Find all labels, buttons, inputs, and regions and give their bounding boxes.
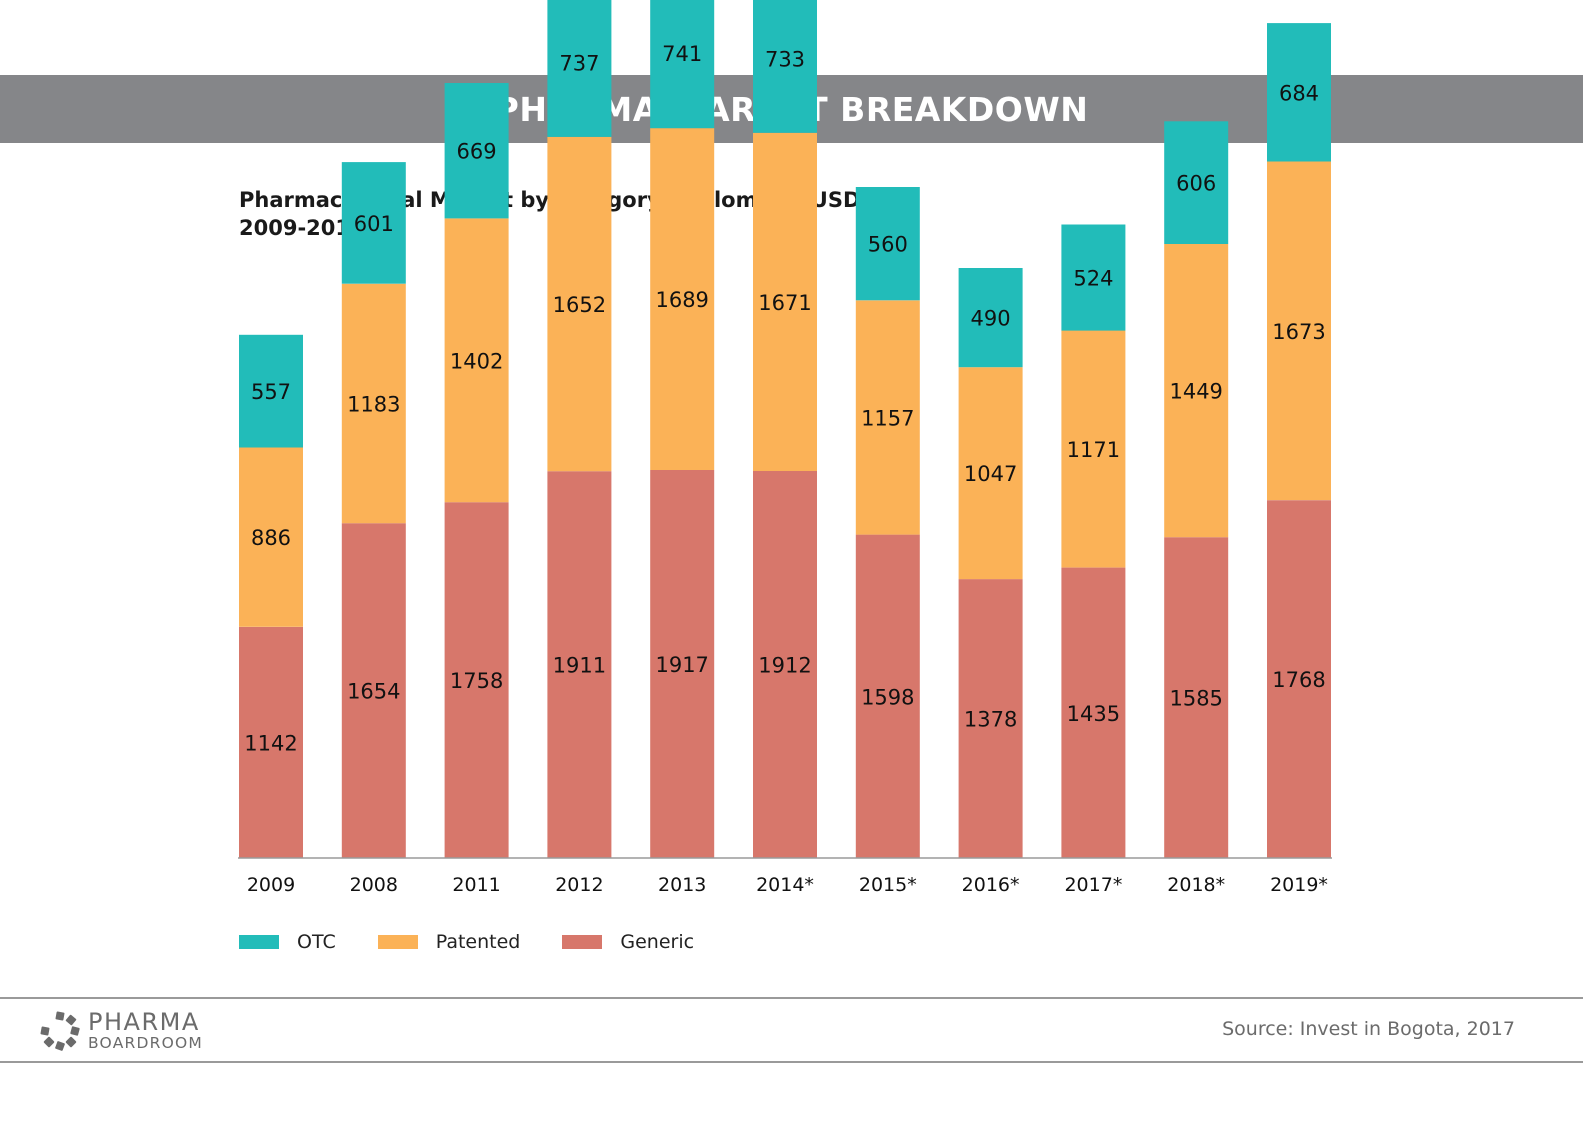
footer-divider-bottom bbox=[0, 1061, 1583, 1063]
logo-text-pharma: PHARMA bbox=[88, 1008, 200, 1036]
data-label-patented-3: 1652 bbox=[553, 293, 606, 317]
bar-otc-1 bbox=[341, 162, 406, 284]
data-label-patented-1: 1183 bbox=[347, 393, 400, 417]
data-label-generic-5: 1912 bbox=[758, 654, 811, 678]
legend-label-generic: Generic bbox=[620, 931, 695, 953]
bar-generic-0 bbox=[239, 626, 303, 858]
logo-text-boardroom: BOARDROOM bbox=[88, 1034, 203, 1052]
bar-otc-3 bbox=[547, 0, 612, 137]
source-note: Source: Invest in Bogota, 2017 bbox=[1222, 1018, 1515, 1040]
data-label-otc-0: 557 bbox=[251, 380, 291, 404]
data-label-generic-1: 1654 bbox=[347, 680, 400, 704]
x-tick-label-9: 2018* bbox=[1167, 874, 1225, 896]
bar-otc-2 bbox=[444, 83, 509, 219]
x-tick-label-1: 2008 bbox=[350, 874, 398, 896]
data-label-generic-6: 1598 bbox=[861, 685, 914, 709]
data-label-patented-5: 1671 bbox=[758, 291, 811, 315]
data-label-patented-9: 1449 bbox=[1169, 380, 1222, 404]
bar-patented-1 bbox=[341, 283, 406, 524]
bar-patented-4 bbox=[650, 128, 715, 470]
data-label-patented-4: 1689 bbox=[655, 288, 708, 312]
data-label-patented-7: 1047 bbox=[964, 462, 1017, 486]
footer-divider-top bbox=[0, 997, 1583, 999]
x-tick-label-3: 2012 bbox=[555, 874, 603, 896]
legend-swatch-otc bbox=[239, 935, 279, 949]
data-label-patented-8: 1171 bbox=[1067, 438, 1120, 462]
data-label-otc-3: 737 bbox=[559, 51, 599, 75]
bar-generic-4 bbox=[650, 470, 715, 858]
legend-label-otc: OTC bbox=[297, 931, 336, 953]
stacked-bar-chart: 1142 886 557 2009 1654 1183 601 2008 1758 1402 669… bbox=[238, 0, 1332, 896]
x-tick-label-0: 2009 bbox=[247, 874, 295, 896]
chart-legend: OTC Patented Generic bbox=[239, 930, 736, 954]
bar-patented-7 bbox=[958, 367, 1023, 580]
data-label-generic-3: 1911 bbox=[553, 654, 606, 678]
data-label-otc-1: 601 bbox=[354, 212, 394, 236]
data-label-generic-7: 1378 bbox=[964, 708, 1017, 732]
bar-otc-4 bbox=[650, 0, 715, 129]
bar-generic-7 bbox=[958, 579, 1023, 858]
bar-otc-9 bbox=[1164, 121, 1229, 244]
data-label-otc-10: 684 bbox=[1279, 81, 1319, 105]
data-label-otc-6: 560 bbox=[868, 233, 908, 257]
legend-swatch-patented bbox=[377, 935, 418, 949]
data-label-otc-8: 524 bbox=[1073, 267, 1113, 291]
legend-item-generic: Generic bbox=[562, 931, 694, 953]
bar-otc-5 bbox=[753, 0, 817, 133]
data-label-patented-6: 1157 bbox=[861, 407, 914, 431]
x-tick-label-5: 2014* bbox=[756, 874, 814, 896]
legend-label-patented: Patented bbox=[435, 931, 521, 953]
x-tick-label-4: 2013 bbox=[658, 874, 706, 896]
bar-patented-10 bbox=[1267, 161, 1331, 501]
data-label-generic-10: 1768 bbox=[1272, 668, 1325, 692]
bar-generic-1 bbox=[341, 523, 406, 858]
logo-mark-icon bbox=[40, 1011, 80, 1051]
x-tick-label-2: 2011 bbox=[452, 874, 500, 896]
data-label-patented-0: 886 bbox=[251, 526, 291, 550]
bar-patented-9 bbox=[1164, 243, 1229, 538]
data-label-generic-4: 1917 bbox=[655, 653, 708, 677]
data-label-otc-5: 733 bbox=[765, 48, 805, 72]
bar-patented-0 bbox=[239, 447, 303, 627]
bar-otc-6 bbox=[855, 187, 920, 301]
data-label-generic-9: 1585 bbox=[1169, 687, 1222, 711]
bar-generic-9 bbox=[1164, 537, 1229, 858]
x-tick-label-7: 2016* bbox=[962, 874, 1020, 896]
data-label-otc-4: 741 bbox=[662, 42, 702, 66]
bar-generic-10 bbox=[1267, 500, 1331, 858]
bar-otc-10 bbox=[1267, 23, 1331, 162]
x-tick-label-8: 2017* bbox=[1064, 874, 1122, 896]
data-label-otc-9: 606 bbox=[1176, 172, 1216, 196]
x-tick-label-6: 2015* bbox=[859, 874, 917, 896]
bar-otc-0 bbox=[239, 334, 303, 448]
legend-item-otc: OTC bbox=[239, 931, 336, 953]
bar-generic-5 bbox=[753, 471, 817, 858]
legend-item-patented: Patented bbox=[377, 931, 521, 953]
bar-patented-6 bbox=[855, 300, 920, 535]
bar-generic-3 bbox=[547, 471, 612, 858]
bar-patented-3 bbox=[547, 136, 612, 472]
bar-patented-2 bbox=[444, 218, 509, 503]
bar-otc-8 bbox=[1061, 224, 1126, 331]
data-label-otc-7: 490 bbox=[971, 307, 1011, 331]
data-label-otc-2: 669 bbox=[457, 140, 497, 164]
data-label-generic-2: 1758 bbox=[450, 669, 503, 693]
bar-otc-7 bbox=[958, 268, 1023, 368]
bar-generic-6 bbox=[855, 534, 920, 858]
bar-generic-2 bbox=[444, 502, 509, 858]
data-label-generic-0: 1142 bbox=[244, 731, 297, 755]
x-tick-label-10: 2019* bbox=[1270, 874, 1328, 896]
pharma-boardroom-logo: PHARMA BOARDROOM bbox=[40, 1010, 203, 1052]
bar-patented-5 bbox=[753, 132, 817, 472]
data-label-patented-10: 1673 bbox=[1272, 320, 1325, 344]
bar-patented-8 bbox=[1061, 330, 1126, 568]
data-label-generic-8: 1435 bbox=[1067, 702, 1120, 726]
legend-swatch-generic bbox=[562, 935, 603, 949]
data-label-patented-2: 1402 bbox=[450, 349, 503, 373]
bar-generic-8 bbox=[1061, 567, 1126, 858]
